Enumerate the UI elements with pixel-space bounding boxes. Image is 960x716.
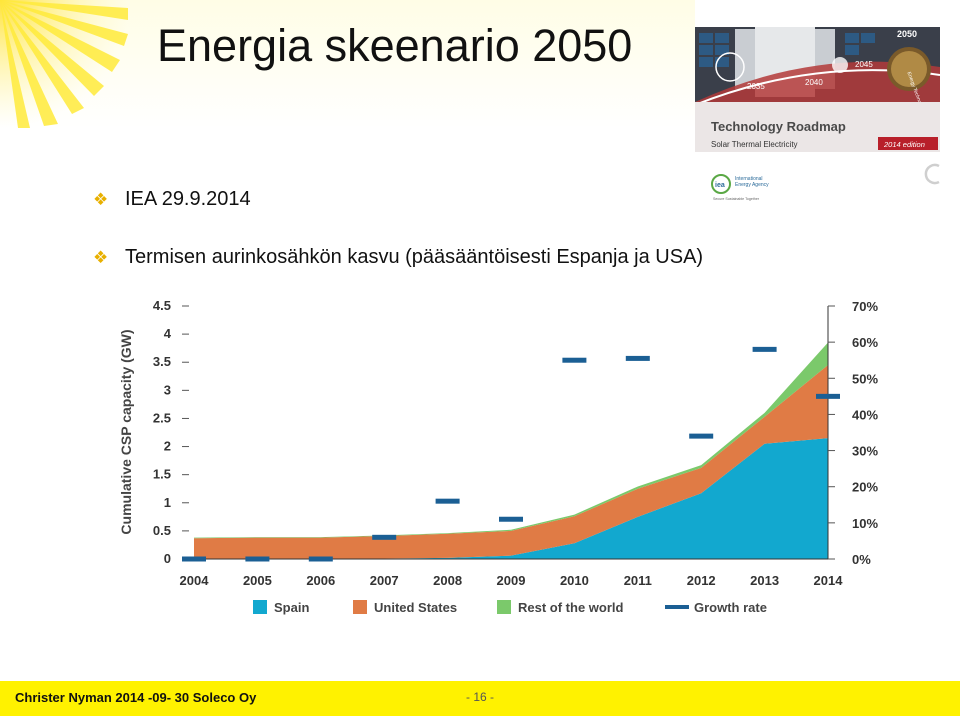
x-tick-label: 2013: [750, 573, 779, 588]
cover-year-2: 2040: [805, 78, 823, 87]
growth-rate-marker: [245, 556, 270, 562]
y2-tick-label: 50%: [852, 371, 878, 386]
y-tick-label: 1: [164, 495, 171, 510]
legend-label: Spain: [274, 600, 309, 615]
cover-year-3: 2045: [855, 60, 873, 69]
legend-label: Rest of the world: [518, 600, 624, 615]
y-tick-label: 0.5: [153, 523, 171, 538]
x-tick-label: 2010: [560, 573, 589, 588]
bullet-2: ❖ Termisen aurinkosähkön kasvu (pääsääntö…: [93, 246, 703, 269]
y-tick-label: 0: [164, 551, 171, 566]
y2-tick-label: 70%: [852, 299, 878, 314]
bullet-2-text: Termisen aurinkosähkön kasvu (pääsääntöi…: [125, 246, 704, 268]
cover-title: Technology Roadmap: [711, 119, 846, 134]
bullet-1-text: IEA 29.9.2014: [125, 188, 251, 210]
report-cover-art: 2050 2035 2040 2045 Energy Technology Pe…: [694, 27, 941, 201]
growth-rate-marker: [182, 556, 206, 562]
y-tick-label: 3: [164, 382, 171, 397]
cover-subtitle: Solar Thermal Electricity: [711, 140, 798, 149]
legend-swatch-rest-of-the-world: [497, 600, 511, 614]
cover-org-tagline: Secure Sustainable Together: [713, 197, 760, 201]
growth-rate-marker: [752, 346, 777, 352]
x-tick-label: 2007: [370, 573, 399, 588]
legend-swatch-spain: [253, 600, 267, 614]
growth-rate-marker: [499, 516, 523, 522]
bullet-1: ❖ IEA 29.9.2014: [93, 188, 251, 211]
footer-page-number: - 16 -: [466, 690, 495, 704]
x-tick-label: 2008: [433, 573, 462, 588]
y2-tick-label: 60%: [852, 335, 878, 350]
x-tick-label: 2011: [624, 573, 652, 588]
footer-bar: Christer Nyman 2014 -09- 30 Soleco Oy - …: [0, 681, 960, 716]
growth-rate-marker: [308, 556, 333, 562]
diamond-bullet-icon: ❖: [93, 248, 109, 267]
partial-circle-icon: [924, 163, 940, 185]
x-tick-label: 2006: [306, 573, 335, 588]
cover-edition-badge: [878, 137, 938, 150]
y2-tick-label: 40%: [852, 407, 878, 422]
growth-rate-marker: [435, 498, 460, 504]
legend-swatch-growth-rate: [665, 605, 689, 609]
x-tick-label: 2004: [180, 573, 210, 588]
y-tick-label: 4: [164, 326, 172, 341]
growth-rate-marker: [372, 534, 397, 540]
x-tick-label: 2009: [497, 573, 526, 588]
legend-label: United States: [374, 600, 457, 615]
growth-rate-marker: [625, 355, 650, 361]
area-united-states: [194, 365, 828, 559]
cover-org-line1: International: [735, 176, 763, 182]
y2-tick-label: 20%: [852, 480, 878, 495]
growth-rate-marker: [689, 433, 714, 439]
y2-tick-label: 30%: [852, 444, 878, 459]
diamond-bullet-icon: ❖: [93, 190, 109, 209]
area-spain: [194, 438, 828, 559]
growth-rate-marker: [816, 393, 840, 399]
y-tick-label: 3.5: [153, 354, 171, 369]
cover-org-line2: Energy Agency: [735, 182, 769, 188]
y-tick-label: 2: [164, 439, 171, 454]
x-tick-label: 2005: [243, 573, 272, 588]
y2-tick-label: 10%: [852, 516, 878, 531]
report-cover: 2050 2035 2040 2045 Energy Technology Pe…: [694, 27, 941, 205]
y-tick-label: 2.5: [153, 410, 171, 425]
sun-icon: [0, 0, 130, 128]
x-tick-label: 2012: [687, 573, 716, 588]
cover-edition: 2014 edition: [883, 140, 925, 149]
growth-rate-marker: [562, 357, 587, 363]
y2-tick-label: 0%: [852, 552, 871, 567]
cover-org-abbr: iea: [715, 182, 725, 189]
y-tick-label: 4.5: [153, 298, 171, 313]
cover-year-top: 2050: [897, 29, 917, 39]
legend-label: Growth rate: [694, 600, 767, 615]
y-axis-title: Cumulative CSP capacity (GW): [118, 329, 134, 534]
iea-logo-icon: [711, 174, 731, 194]
legend-swatch-united-states: [353, 600, 367, 614]
x-tick-label: 2014: [814, 573, 844, 588]
y-tick-label: 1.5: [153, 467, 171, 482]
cover-year-1: 2035: [747, 82, 765, 91]
slide-title: Energia skeenario 2050: [157, 20, 633, 71]
footer-author: Christer Nyman 2014 -09- 30 Soleco Oy: [15, 690, 257, 705]
